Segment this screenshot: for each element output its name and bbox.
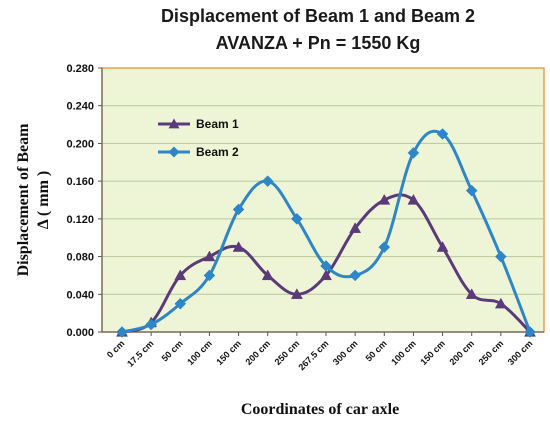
y-axis-ticks: 0.000 0.040 0.080 0.120 0.160 0.200 0.240 0.280 [66,63,102,339]
data-point-beam-2 [291,213,303,225]
series-line-beam-2 [121,129,532,334]
data-point-beam-1 [203,250,216,262]
data-point-beam-2 [145,318,157,331]
y-axis-label-line-2: Δ ( mm ) [35,171,52,229]
data-point-beam-2 [378,241,391,253]
data-point-beam-2 [116,326,128,338]
x-tick-label: 200 cm [243,338,272,367]
data-point-beam-1 [378,193,391,205]
data-point-beam-1 [407,193,420,205]
y-tick-label: 0.240 [66,101,94,113]
y-tick-label: 0.200 [66,138,94,150]
y-tick-label: 0.080 [66,252,94,264]
legend: Beam 1 Beam 2 [158,117,239,159]
data-point-beam-1 [465,288,478,299]
legend-marker-beam-2 [168,146,180,158]
y-tick-label: 0.160 [66,176,94,188]
legend-label-beam-1: Beam 1 [196,117,239,131]
data-point-beam-1 [436,241,449,252]
x-tick-label: 267.5 cm [296,338,330,372]
data-point-beam-2 [232,203,245,216]
y-tick-label: 0.000 [66,327,94,339]
data-point-beam-1 [320,269,332,281]
x-tick-label: 100 cm [185,338,214,367]
x-tick-label: 150 cm [214,338,243,367]
x-tick-label: 300 cm [331,338,360,367]
data-point-beam-2 [261,175,274,187]
legend-marker-beam-1 [168,118,180,129]
x-tick-label: 250 cm [477,338,506,367]
x-tick-label: 0 cm [105,338,127,360]
x-tick-label: 250 cm [273,338,302,367]
data-point-beam-2 [465,184,478,197]
x-axis-label: Coordinates of car axle [241,401,399,418]
x-tick-label: 150 cm [418,338,447,367]
data-point-beam-2 [203,269,216,282]
data-point-beam-2 [524,326,536,338]
data-point-beam-1 [261,269,274,281]
data-point-beam-1 [174,269,187,281]
y-tick-label: 0.280 [66,63,94,75]
data-point-beam-1 [494,297,507,309]
y-tick-label: 0.120 [66,214,94,226]
data-point-beam-2 [495,250,507,263]
data-point-beam-2 [349,269,361,282]
y-tick-label: 0.040 [66,289,94,301]
chart-title-line-1: Displacement of Beam 1 and Beam 2 [161,6,475,26]
x-tick-label: 50 cm [364,338,389,363]
x-tick-label: 17.5 cm [125,338,155,368]
x-tick-label: 100 cm [389,338,418,367]
plot-area [101,67,545,333]
data-point-beam-2 [320,260,332,272]
legend-label-beam-2: Beam 2 [196,145,239,159]
chart-title-line-2: AVANZA + Pn = 1550 Kg [216,33,421,53]
x-tick-label: 300 cm [506,338,535,367]
data-point-beam-1 [349,222,362,233]
y-axis-label-line-1: Displacement of Beam [15,123,32,277]
data-point-beam-1 [290,288,303,299]
series-layer [116,128,536,338]
data-point-beam-2 [436,128,449,140]
data-point-beam-2 [174,297,187,310]
data-point-beam-2 [407,147,420,159]
x-tick-label: 50 cm [160,338,185,363]
x-tick-label: 200 cm [447,338,476,367]
data-point-beam-1 [232,241,245,252]
